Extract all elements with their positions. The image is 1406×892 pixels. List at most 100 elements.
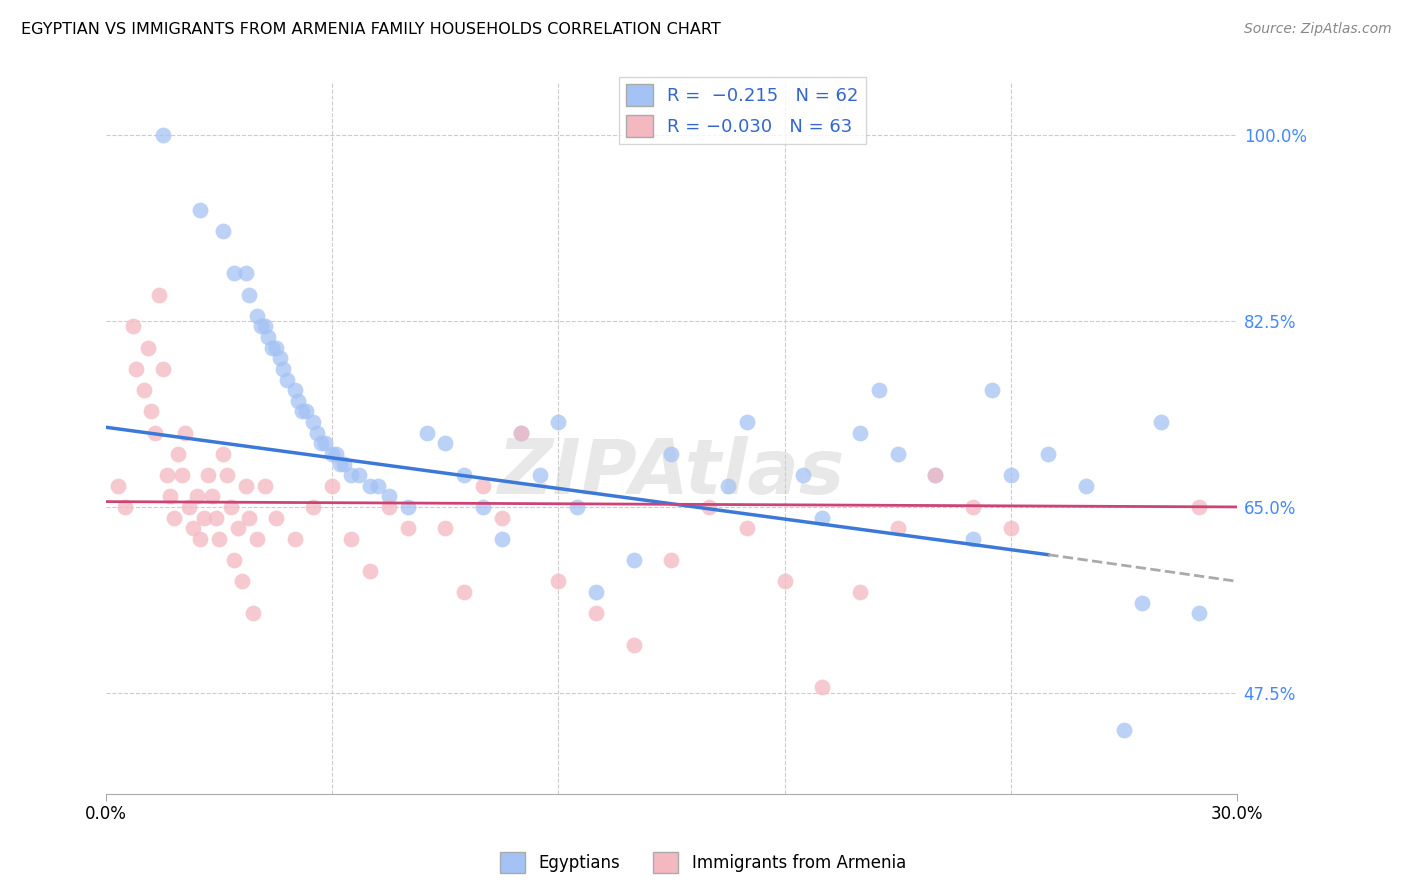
Point: [325, 447, 347, 461]
Point: [359, 479, 381, 493]
Point: [980, 383, 1002, 397]
Point: [238, 510, 260, 524]
Point: [735, 521, 758, 535]
Point: [367, 479, 389, 493]
Point: [302, 500, 325, 514]
Point: [1038, 447, 1060, 461]
Point: [1074, 479, 1097, 493]
Point: [623, 638, 645, 652]
Point: [307, 425, 329, 440]
Point: [155, 468, 177, 483]
Text: EGYPTIAN VS IMMIGRANTS FROM ARMENIA FAMILY HOUSEHOLDS CORRELATION CHART: EGYPTIAN VS IMMIGRANTS FROM ARMENIA FAMI…: [21, 22, 721, 37]
Point: [332, 458, 354, 472]
Point: [886, 521, 908, 535]
Point: [246, 309, 269, 323]
Point: [509, 425, 531, 440]
Point: [264, 341, 287, 355]
Point: [773, 574, 796, 589]
Point: [849, 585, 872, 599]
Point: [321, 479, 343, 493]
Point: [219, 500, 242, 514]
Point: [143, 425, 166, 440]
Point: [215, 468, 238, 483]
Point: [197, 468, 219, 483]
Point: [868, 383, 890, 397]
Point: [567, 500, 589, 514]
Point: [585, 606, 607, 620]
Text: ZIPAtlas: ZIPAtlas: [498, 436, 845, 510]
Point: [204, 510, 226, 524]
Point: [529, 468, 551, 483]
Point: [186, 489, 208, 503]
Point: [242, 606, 264, 620]
Point: [190, 202, 212, 217]
Point: [163, 510, 186, 524]
Point: [717, 479, 740, 493]
Legend: R =  −0.215   N = 62, R = −0.030   N = 63: R = −0.215 N = 62, R = −0.030 N = 63: [619, 77, 866, 145]
Point: [284, 532, 307, 546]
Point: [547, 415, 569, 429]
Point: [378, 500, 401, 514]
Legend: Egyptians, Immigrants from Armenia: Egyptians, Immigrants from Armenia: [494, 846, 912, 880]
Point: [257, 330, 280, 344]
Point: [302, 415, 325, 429]
Text: Source: ZipAtlas.com: Source: ZipAtlas.com: [1244, 22, 1392, 37]
Point: [253, 479, 276, 493]
Point: [231, 574, 253, 589]
Point: [340, 468, 363, 483]
Point: [623, 553, 645, 567]
Point: [269, 351, 291, 366]
Point: [181, 521, 204, 535]
Point: [585, 585, 607, 599]
Point: [125, 362, 148, 376]
Point: [378, 489, 401, 503]
Point: [1188, 500, 1211, 514]
Point: [121, 319, 143, 334]
Point: [238, 287, 260, 301]
Point: [260, 341, 283, 355]
Point: [329, 458, 352, 472]
Point: [190, 532, 212, 546]
Point: [114, 500, 136, 514]
Point: [472, 500, 495, 514]
Point: [166, 447, 188, 461]
Point: [276, 372, 298, 386]
Point: [136, 341, 159, 355]
Point: [107, 479, 129, 493]
Point: [321, 447, 343, 461]
Point: [735, 415, 758, 429]
Point: [415, 425, 437, 440]
Point: [249, 319, 271, 334]
Point: [224, 266, 246, 280]
Point: [434, 436, 457, 450]
Point: [472, 479, 495, 493]
Point: [208, 532, 231, 546]
Point: [1112, 723, 1135, 737]
Point: [396, 521, 419, 535]
Point: [434, 521, 457, 535]
Point: [886, 447, 908, 461]
Point: [491, 532, 513, 546]
Point: [193, 510, 215, 524]
Point: [453, 585, 475, 599]
Point: [152, 362, 174, 376]
Point: [314, 436, 336, 450]
Point: [226, 521, 249, 535]
Point: [962, 500, 984, 514]
Point: [235, 479, 257, 493]
Point: [152, 128, 174, 143]
Point: [359, 564, 381, 578]
Point: [811, 681, 834, 695]
Point: [235, 266, 257, 280]
Point: [1188, 606, 1211, 620]
Point: [212, 224, 235, 238]
Point: [1000, 521, 1022, 535]
Point: [291, 404, 314, 418]
Point: [792, 468, 814, 483]
Point: [179, 500, 201, 514]
Point: [396, 500, 419, 514]
Point: [347, 468, 370, 483]
Point: [309, 436, 332, 450]
Point: [159, 489, 181, 503]
Point: [246, 532, 269, 546]
